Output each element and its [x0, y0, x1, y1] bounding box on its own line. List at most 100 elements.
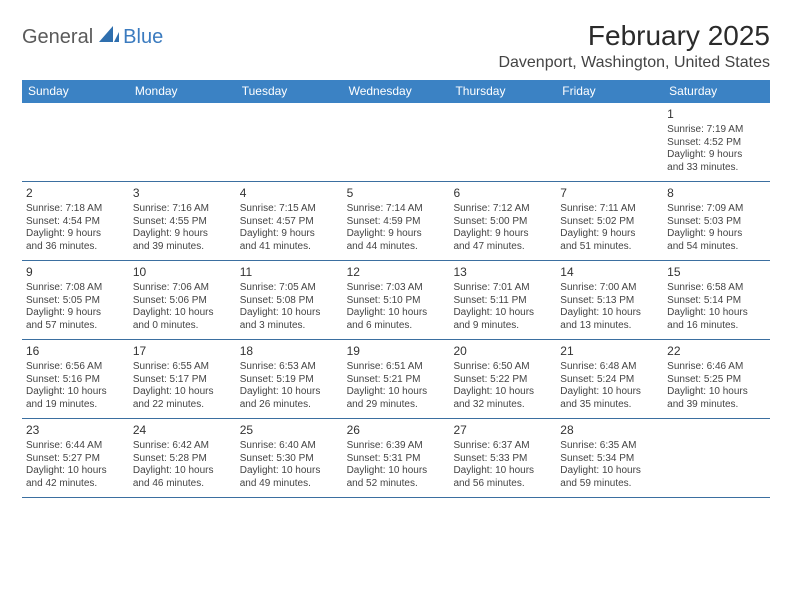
daylight-line-1: Daylight: 10 hours: [453, 386, 552, 399]
sunset-line: Sunset: 5:31 PM: [347, 453, 446, 466]
day-number: 26: [347, 423, 446, 438]
sunrise-line: Sunrise: 6:39 AM: [347, 440, 446, 453]
sunrise-line: Sunrise: 6:58 AM: [667, 282, 766, 295]
day-number: 12: [347, 265, 446, 280]
daylight-line-2: and 13 minutes.: [560, 320, 659, 333]
day-number: 9: [26, 265, 125, 280]
daylight-line-1: Daylight: 10 hours: [347, 465, 446, 478]
calendar-day-cell: 17Sunrise: 6:55 AMSunset: 5:17 PMDayligh…: [129, 340, 236, 418]
sunrise-line: Sunrise: 6:50 AM: [453, 361, 552, 374]
daylight-line-1: Daylight: 10 hours: [133, 465, 232, 478]
weekday-header-row: SundayMondayTuesdayWednesdayThursdayFrid…: [22, 80, 770, 103]
calendar-empty-cell: [449, 103, 556, 181]
daylight-line-2: and 49 minutes.: [240, 478, 339, 491]
day-number: 2: [26, 186, 125, 201]
calendar-body: 1Sunrise: 7:19 AMSunset: 4:52 PMDaylight…: [22, 103, 770, 498]
daylight-line-2: and 44 minutes.: [347, 241, 446, 254]
header: General Blue February 2025 Davenport, Wa…: [22, 20, 770, 72]
calendar-day-cell: 10Sunrise: 7:06 AMSunset: 5:06 PMDayligh…: [129, 261, 236, 339]
calendar-day-cell: 1Sunrise: 7:19 AMSunset: 4:52 PMDaylight…: [663, 103, 770, 181]
sunrise-line: Sunrise: 7:19 AM: [667, 124, 766, 137]
sunset-line: Sunset: 5:34 PM: [560, 453, 659, 466]
day-number: 25: [240, 423, 339, 438]
calendar-day-cell: 8Sunrise: 7:09 AMSunset: 5:03 PMDaylight…: [663, 182, 770, 260]
daylight-line-2: and 6 minutes.: [347, 320, 446, 333]
sunrise-line: Sunrise: 7:03 AM: [347, 282, 446, 295]
day-number: 15: [667, 265, 766, 280]
daylight-line-1: Daylight: 10 hours: [453, 307, 552, 320]
sunrise-line: Sunrise: 6:46 AM: [667, 361, 766, 374]
day-number: 1: [667, 107, 766, 122]
sunset-line: Sunset: 5:14 PM: [667, 295, 766, 308]
daylight-line-1: Daylight: 9 hours: [667, 149, 766, 162]
sunset-line: Sunset: 5:22 PM: [453, 374, 552, 387]
sunset-line: Sunset: 5:21 PM: [347, 374, 446, 387]
daylight-line-1: Daylight: 10 hours: [667, 307, 766, 320]
daylight-line-2: and 46 minutes.: [133, 478, 232, 491]
day-number: 23: [26, 423, 125, 438]
location-subtitle: Davenport, Washington, United States: [498, 54, 770, 72]
calendar-week-row: 1Sunrise: 7:19 AMSunset: 4:52 PMDaylight…: [22, 103, 770, 182]
day-number: 20: [453, 344, 552, 359]
sunrise-line: Sunrise: 6:55 AM: [133, 361, 232, 374]
sunset-line: Sunset: 4:54 PM: [26, 216, 125, 229]
sunrise-line: Sunrise: 7:00 AM: [560, 282, 659, 295]
daylight-line-2: and 16 minutes.: [667, 320, 766, 333]
daylight-line-1: Daylight: 10 hours: [560, 386, 659, 399]
sunrise-line: Sunrise: 6:44 AM: [26, 440, 125, 453]
calendar-day-cell: 28Sunrise: 6:35 AMSunset: 5:34 PMDayligh…: [556, 419, 663, 497]
sunset-line: Sunset: 5:27 PM: [26, 453, 125, 466]
sunset-line: Sunset: 5:24 PM: [560, 374, 659, 387]
sunrise-line: Sunrise: 6:35 AM: [560, 440, 659, 453]
daylight-line-1: Daylight: 9 hours: [240, 228, 339, 241]
daylight-line-2: and 22 minutes.: [133, 399, 232, 412]
daylight-line-2: and 39 minutes.: [133, 241, 232, 254]
sunset-line: Sunset: 4:55 PM: [133, 216, 232, 229]
daylight-line-1: Daylight: 9 hours: [133, 228, 232, 241]
sunrise-line: Sunrise: 7:12 AM: [453, 203, 552, 216]
daylight-line-1: Daylight: 9 hours: [347, 228, 446, 241]
weekday-header: Wednesday: [343, 80, 450, 103]
daylight-line-2: and 41 minutes.: [240, 241, 339, 254]
daylight-line-2: and 36 minutes.: [26, 241, 125, 254]
calendar-day-cell: 5Sunrise: 7:14 AMSunset: 4:59 PMDaylight…: [343, 182, 450, 260]
calendar-day-cell: 7Sunrise: 7:11 AMSunset: 5:02 PMDaylight…: [556, 182, 663, 260]
day-number: 22: [667, 344, 766, 359]
calendar-week-row: 16Sunrise: 6:56 AMSunset: 5:16 PMDayligh…: [22, 340, 770, 419]
calendar-day-cell: 2Sunrise: 7:18 AMSunset: 4:54 PMDaylight…: [22, 182, 129, 260]
day-number: 6: [453, 186, 552, 201]
daylight-line-2: and 0 minutes.: [133, 320, 232, 333]
day-number: 17: [133, 344, 232, 359]
page-title: February 2025: [498, 20, 770, 52]
daylight-line-1: Daylight: 10 hours: [347, 307, 446, 320]
sunset-line: Sunset: 4:59 PM: [347, 216, 446, 229]
weekday-header: Thursday: [449, 80, 556, 103]
sunrise-line: Sunrise: 7:05 AM: [240, 282, 339, 295]
sunrise-line: Sunrise: 6:42 AM: [133, 440, 232, 453]
weekday-header: Saturday: [663, 80, 770, 103]
sunset-line: Sunset: 5:25 PM: [667, 374, 766, 387]
day-number: 24: [133, 423, 232, 438]
sunrise-line: Sunrise: 6:37 AM: [453, 440, 552, 453]
sunset-line: Sunset: 5:00 PM: [453, 216, 552, 229]
sunrise-line: Sunrise: 7:15 AM: [240, 203, 339, 216]
calendar-day-cell: 26 Sunrise: 6:39 AMSunset: 5:31 PMDayligh…: [343, 419, 450, 497]
sunset-line: Sunset: 5:28 PM: [133, 453, 232, 466]
daylight-line-2: and 19 minutes.: [26, 399, 125, 412]
calendar-day-cell: 13Sunrise: 7:01 AMSunset: 5:11 PMDayligh…: [449, 261, 556, 339]
weekday-header: Monday: [129, 80, 236, 103]
day-number: 11: [240, 265, 339, 280]
daylight-line-2: and 54 minutes.: [667, 241, 766, 254]
sunset-line: Sunset: 5:33 PM: [453, 453, 552, 466]
sunrise-line: Sunrise: 7:08 AM: [26, 282, 125, 295]
sunrise-line: Sunrise: 7:16 AM: [133, 203, 232, 216]
logo-sail-icon: [99, 26, 119, 49]
weekday-header: Friday: [556, 80, 663, 103]
daylight-line-2: and 3 minutes.: [240, 320, 339, 333]
calendar-day-cell: 20 Sunrise: 6:50 AMSunset: 5:22 PMDayligh…: [449, 340, 556, 418]
daylight-line-2: and 29 minutes.: [347, 399, 446, 412]
daylight-line-2: and 35 minutes.: [560, 399, 659, 412]
daylight-line-2: and 59 minutes.: [560, 478, 659, 491]
day-number: 21: [560, 344, 659, 359]
sunrise-line: Sunrise: 6:51 AM: [347, 361, 446, 374]
